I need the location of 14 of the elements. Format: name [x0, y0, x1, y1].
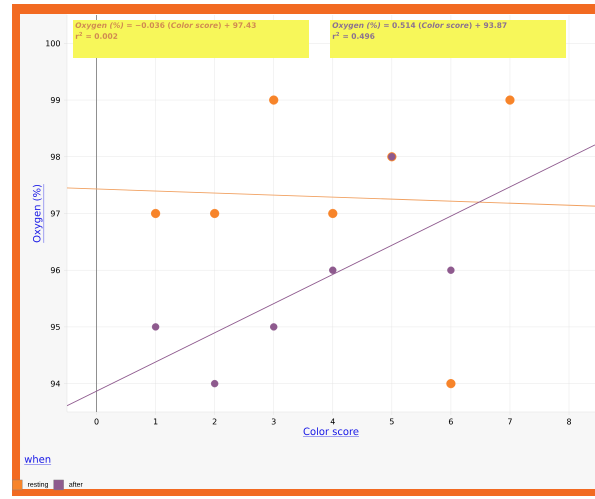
point [328, 208, 338, 218]
point [269, 95, 278, 105]
point [152, 323, 160, 331]
y-axis-title: Oxygen (%) [32, 184, 42, 242]
point [210, 380, 218, 388]
point [270, 323, 278, 331]
point [151, 208, 160, 218]
x-axis-title: Color score [304, 427, 358, 436]
legend-title: when [24, 455, 50, 463]
point [446, 379, 456, 388]
point [447, 266, 455, 274]
point [210, 208, 220, 218]
point [505, 95, 515, 105]
point [329, 266, 336, 274]
